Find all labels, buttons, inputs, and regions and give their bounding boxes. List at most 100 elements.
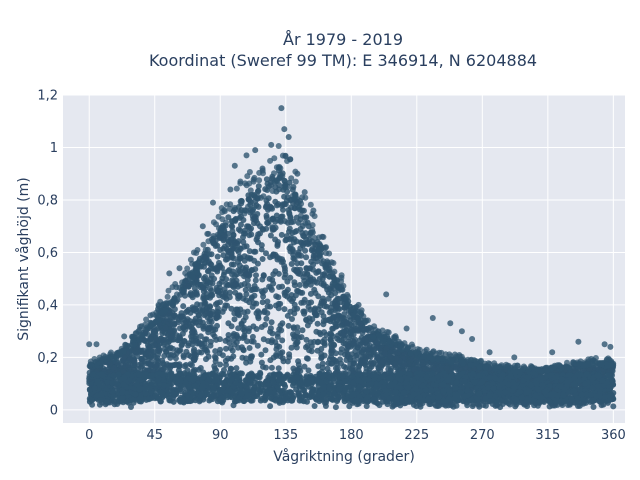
data-point (207, 338, 214, 345)
data-point (214, 253, 221, 260)
data-point (243, 355, 249, 362)
data-point (230, 353, 237, 360)
data-point (190, 367, 197, 374)
data-point (319, 338, 326, 345)
data-point (275, 239, 281, 245)
data-point (185, 352, 192, 359)
data-point (432, 402, 439, 409)
data-point (244, 338, 251, 345)
data-point (265, 195, 272, 202)
data-point (275, 270, 282, 277)
data-point (366, 342, 373, 349)
data-point (328, 292, 335, 299)
data-point (176, 333, 183, 340)
data-point (274, 330, 281, 337)
data-point (346, 403, 353, 410)
data-point (279, 337, 286, 344)
data-point (282, 237, 289, 244)
data-point (211, 363, 218, 370)
data-point (261, 308, 268, 314)
data-point (257, 223, 263, 230)
data-point (264, 303, 271, 310)
data-point (277, 350, 284, 357)
data-point (367, 360, 374, 367)
data-point (325, 360, 332, 367)
data-point (320, 313, 327, 320)
data-point (247, 199, 254, 205)
data-point (258, 359, 265, 366)
data-point (240, 295, 247, 302)
data-point (329, 300, 336, 307)
data-point (226, 289, 233, 296)
data-point (318, 354, 325, 361)
data-point (356, 337, 363, 344)
data-point (360, 327, 367, 334)
data-point (266, 283, 273, 290)
data-point (254, 260, 261, 267)
data-point (206, 318, 213, 325)
data-point (392, 348, 399, 355)
data-point (252, 266, 259, 273)
data-point (170, 352, 177, 359)
data-point (315, 293, 322, 300)
data-point (308, 348, 315, 355)
data-point (246, 345, 253, 351)
data-point (267, 325, 274, 332)
data-point (212, 358, 219, 365)
data-point (272, 218, 279, 225)
data-point (211, 353, 218, 360)
data-point (362, 357, 369, 364)
data-point (150, 331, 157, 338)
data-point (384, 361, 391, 368)
data-point (180, 303, 187, 310)
data-point (233, 306, 240, 313)
data-point (332, 307, 339, 314)
data-point (286, 225, 293, 232)
data-point (356, 342, 362, 348)
data-point (258, 246, 265, 253)
data-point (235, 258, 241, 265)
data-point (287, 236, 293, 243)
data-point (297, 245, 304, 252)
data-point (328, 343, 335, 350)
data-point (223, 345, 229, 352)
data-point (229, 268, 236, 275)
data-point (268, 319, 275, 326)
data-point (265, 206, 271, 213)
data-point (228, 222, 235, 229)
data-point (327, 336, 334, 343)
data-point (287, 308, 294, 315)
data-point (207, 292, 214, 299)
data-point (318, 346, 325, 352)
data-point (311, 241, 318, 248)
data-point (279, 283, 286, 290)
data-point (189, 341, 196, 348)
data-point (237, 227, 244, 234)
data-point (248, 295, 255, 302)
data-point (147, 336, 154, 342)
data-point (590, 404, 597, 410)
data-point (179, 341, 186, 348)
data-point (196, 340, 203, 347)
data-point (378, 364, 384, 371)
data-point (281, 306, 288, 313)
data-point (301, 363, 308, 370)
data-point (183, 309, 190, 315)
data-point (312, 305, 319, 312)
data-point (231, 316, 238, 323)
data-point (239, 265, 246, 271)
data-point (185, 283, 192, 290)
data-point (610, 403, 617, 410)
data-point (213, 336, 220, 343)
data-point (204, 280, 211, 287)
data-point (246, 248, 253, 255)
data-point (250, 338, 257, 345)
data-point (350, 331, 357, 338)
data-point (332, 321, 339, 328)
data-point (301, 296, 308, 303)
data-point (344, 320, 350, 327)
data-point (293, 228, 300, 234)
data-point (341, 311, 348, 317)
data-point (258, 351, 265, 358)
data-point (211, 275, 218, 282)
